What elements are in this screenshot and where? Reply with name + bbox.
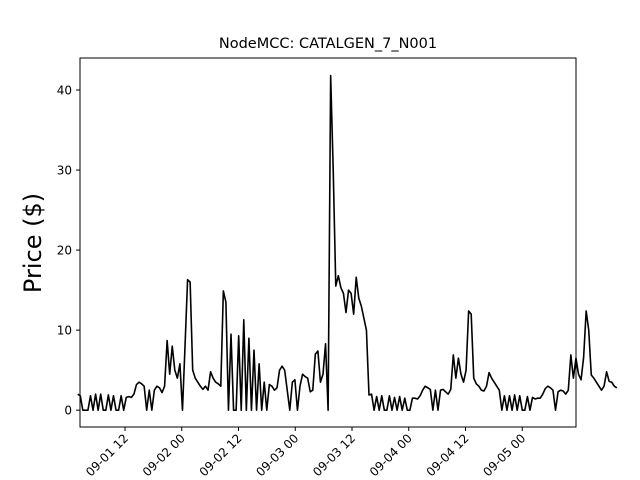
y-tick-label: 30: [57, 164, 72, 178]
chart-title: NodeMCC: CATALGEN_7_N001: [219, 36, 437, 52]
y-axis: 0 10 20 30 40: [57, 84, 80, 418]
axes-frame: [79, 57, 577, 428]
price-series-line: [77, 74, 618, 411]
y-tick-label: 0: [64, 404, 72, 418]
plot-area: [77, 74, 618, 411]
y-tick-label: 20: [57, 244, 72, 258]
y-tick-label: 10: [57, 324, 72, 338]
y-axis-label: Price ($): [19, 193, 47, 293]
y-tick-label: 40: [57, 84, 72, 98]
